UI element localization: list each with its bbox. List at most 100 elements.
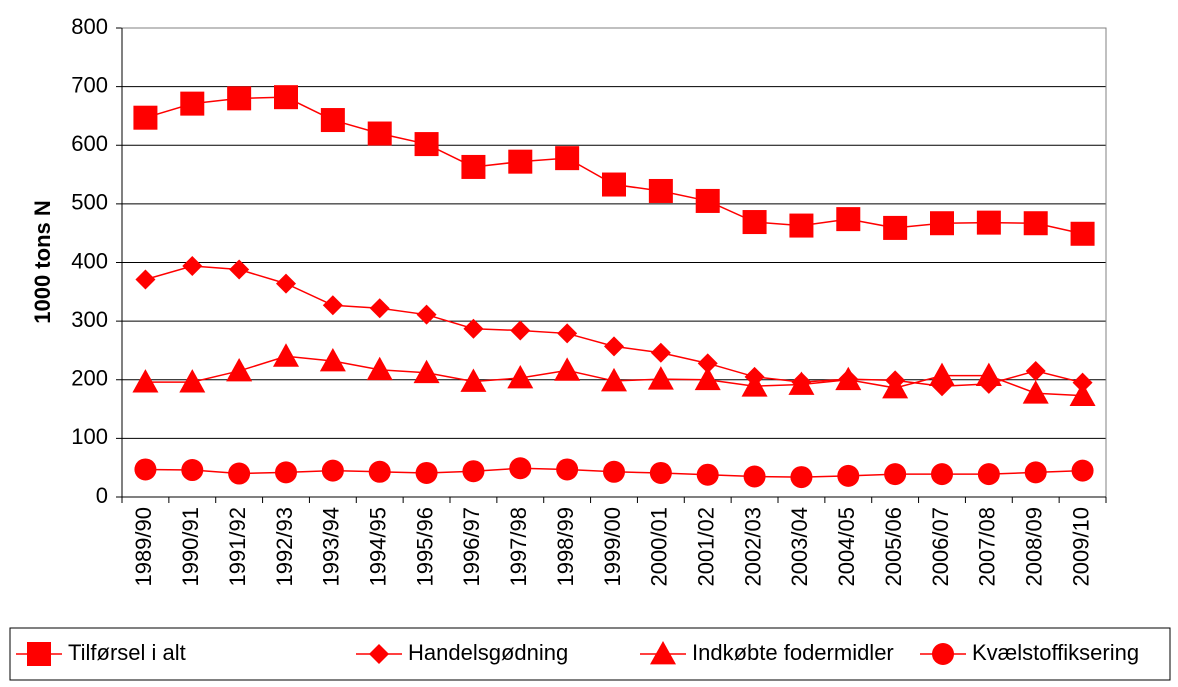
x-tick-label: 1999/00 bbox=[600, 507, 625, 587]
x-tick-label: 2002/03 bbox=[740, 507, 765, 587]
marker bbox=[414, 132, 439, 157]
marker bbox=[460, 368, 487, 392]
x-tick-label: 2000/01 bbox=[647, 507, 672, 587]
marker bbox=[509, 457, 532, 480]
marker bbox=[416, 304, 437, 325]
marker bbox=[743, 465, 766, 488]
marker bbox=[274, 85, 298, 110]
x-tick-label: 1989/90 bbox=[131, 507, 156, 587]
y-tick-label: 600 bbox=[71, 131, 108, 156]
marker bbox=[695, 188, 720, 213]
marker bbox=[649, 461, 672, 484]
marker bbox=[276, 273, 296, 294]
marker bbox=[507, 364, 534, 389]
y-tick-label: 700 bbox=[71, 72, 108, 97]
marker bbox=[415, 461, 438, 484]
marker bbox=[322, 295, 343, 316]
marker bbox=[976, 210, 1001, 235]
x-tick-label: 1991/92 bbox=[225, 507, 250, 587]
x-tick-label: 1992/93 bbox=[272, 507, 297, 587]
marker bbox=[319, 347, 346, 372]
marker bbox=[1025, 360, 1046, 381]
x-tick-label: 2007/08 bbox=[975, 507, 1000, 587]
x-tick-label: 1994/95 bbox=[366, 507, 391, 587]
marker bbox=[696, 463, 719, 486]
y-tick-label: 400 bbox=[71, 248, 108, 273]
marker bbox=[273, 343, 299, 367]
marker bbox=[1071, 459, 1094, 482]
marker bbox=[554, 357, 581, 381]
marker bbox=[368, 460, 391, 483]
marker bbox=[228, 462, 251, 485]
x-tick-label: 2003/04 bbox=[787, 507, 812, 587]
x-tick-label: 2001/02 bbox=[694, 507, 719, 587]
x-tick-label: 1993/94 bbox=[319, 507, 344, 587]
marker bbox=[650, 641, 676, 665]
marker bbox=[367, 121, 392, 146]
marker bbox=[180, 91, 205, 116]
marker bbox=[694, 366, 721, 391]
legend-label: Kvælstoffiksering bbox=[972, 640, 1139, 665]
y-tick-label: 300 bbox=[71, 307, 108, 332]
marker bbox=[1070, 221, 1095, 246]
marker bbox=[932, 643, 954, 665]
marker bbox=[603, 460, 625, 483]
marker bbox=[601, 367, 627, 392]
marker bbox=[366, 356, 393, 381]
marker bbox=[179, 369, 206, 393]
marker bbox=[977, 463, 1000, 486]
marker bbox=[229, 259, 250, 280]
marker bbox=[836, 207, 861, 232]
marker bbox=[975, 362, 1002, 387]
marker bbox=[182, 256, 203, 277]
marker bbox=[604, 336, 624, 357]
legend-label: Tilførsel i alt bbox=[68, 640, 186, 665]
y-tick-label: 200 bbox=[71, 366, 108, 391]
marker bbox=[134, 458, 157, 481]
marker bbox=[1024, 461, 1047, 484]
legend-box bbox=[9, 627, 1171, 681]
marker bbox=[226, 357, 253, 382]
marker bbox=[1022, 380, 1049, 404]
x-tick-label: 1995/96 bbox=[412, 507, 437, 587]
marker bbox=[413, 359, 440, 384]
marker bbox=[790, 466, 813, 489]
marker bbox=[1023, 211, 1048, 236]
marker bbox=[556, 458, 579, 481]
marker bbox=[788, 371, 815, 395]
y-tick-label: 800 bbox=[71, 14, 108, 39]
x-tick-label: 2004/05 bbox=[834, 507, 859, 587]
marker bbox=[369, 644, 389, 664]
marker bbox=[135, 269, 156, 290]
x-tick-label: 2009/10 bbox=[1068, 507, 1093, 587]
y-axis-label: 1000 tons N bbox=[30, 200, 55, 324]
marker bbox=[883, 215, 908, 240]
marker bbox=[132, 369, 159, 393]
y-tick-label: 500 bbox=[71, 190, 108, 215]
marker bbox=[882, 374, 909, 399]
marker bbox=[1069, 382, 1096, 406]
marker bbox=[275, 461, 297, 484]
marker bbox=[510, 320, 531, 341]
marker bbox=[133, 105, 158, 130]
x-tick-label: 1990/91 bbox=[178, 507, 203, 587]
x-tick-label: 1996/97 bbox=[459, 507, 484, 587]
x-tick-label: 2008/09 bbox=[1022, 507, 1047, 587]
marker bbox=[884, 463, 907, 486]
marker bbox=[930, 211, 954, 236]
marker bbox=[321, 459, 344, 482]
y-tick-label: 0 bbox=[96, 483, 108, 508]
marker bbox=[929, 362, 955, 387]
marker bbox=[648, 178, 673, 203]
marker bbox=[27, 642, 51, 666]
marker bbox=[931, 463, 953, 486]
marker bbox=[697, 353, 718, 374]
x-tick-label: 1998/99 bbox=[553, 507, 578, 587]
marker bbox=[837, 464, 860, 487]
marker bbox=[461, 154, 486, 179]
legend-label: Handelsgødning bbox=[408, 640, 568, 665]
marker bbox=[557, 323, 578, 344]
marker bbox=[602, 172, 626, 197]
x-tick-label: 1997/98 bbox=[506, 507, 531, 587]
